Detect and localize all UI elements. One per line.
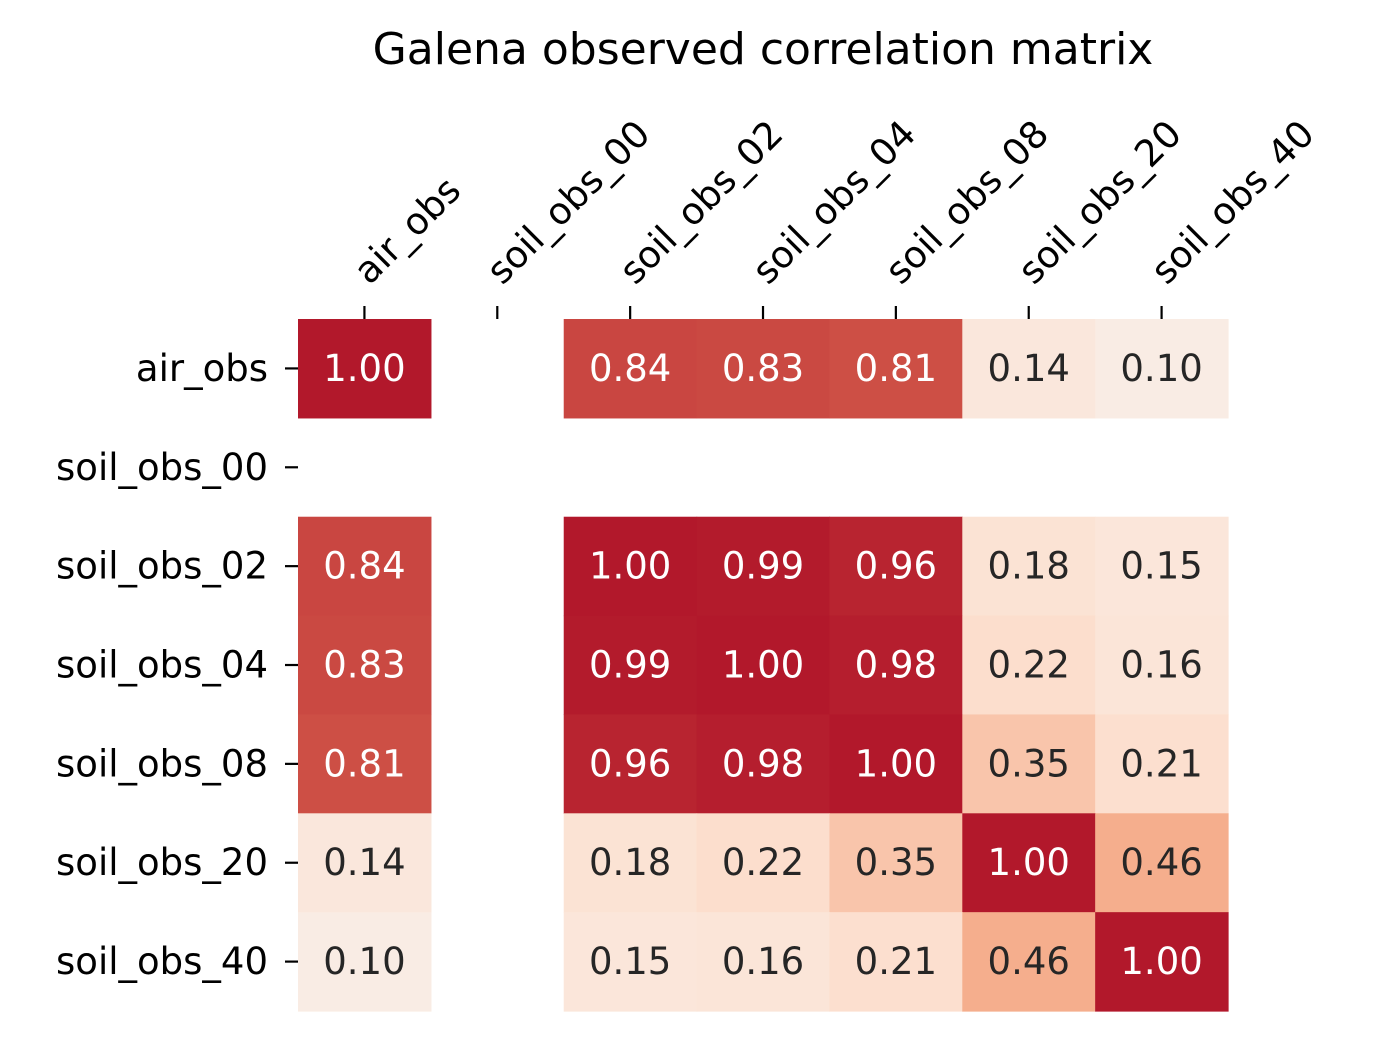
cell-value-label: 0.15 xyxy=(1120,545,1202,588)
heatmap-cell xyxy=(696,319,831,419)
y-tick-label: soil_obs_00 xyxy=(56,446,268,489)
cell-value-label: 1.00 xyxy=(1120,940,1202,983)
heatmap-cell xyxy=(563,516,698,617)
y-tick-label: soil_obs_40 xyxy=(56,940,268,983)
heatmap-cell xyxy=(696,813,831,913)
cell-value-label: 0.21 xyxy=(855,940,937,983)
heatmap-cell xyxy=(563,714,698,814)
y-tick-label: air_obs xyxy=(136,347,268,390)
cell-value-label: 0.84 xyxy=(589,347,671,390)
cell-value-label: 1.00 xyxy=(855,742,937,785)
y-tick-label: soil_obs_02 xyxy=(56,545,268,588)
y-tick-label: soil_obs_08 xyxy=(56,742,268,785)
cell-value-label: 0.16 xyxy=(1120,644,1202,687)
cell-value-label: 0.83 xyxy=(722,347,804,390)
cell-value-label: 0.21 xyxy=(1120,742,1202,785)
cell-value-label: 0.99 xyxy=(722,545,804,588)
heatmap-cell xyxy=(1095,813,1229,913)
cell-value-label: 0.99 xyxy=(589,644,671,687)
cell-value-label: 0.18 xyxy=(988,545,1070,588)
cell-value-label: 0.81 xyxy=(323,742,405,785)
heatmap-cell xyxy=(696,516,831,617)
cell-value-label: 1.00 xyxy=(722,644,804,687)
cell-value-label: 0.81 xyxy=(855,347,937,390)
heatmap-cell xyxy=(563,813,698,913)
cell-value-label: 0.22 xyxy=(988,644,1070,687)
cell-value-label: 0.35 xyxy=(988,742,1070,785)
heatmap-cell xyxy=(829,615,963,716)
heatmap-cell xyxy=(962,615,1096,716)
heatmap-cell xyxy=(829,714,963,814)
cell-value-label: 0.96 xyxy=(855,545,937,588)
cell-value-label: 0.84 xyxy=(323,545,405,588)
cell-value-label: 0.46 xyxy=(1120,841,1202,884)
heatmap-cell xyxy=(1095,516,1229,617)
heatmap-cell xyxy=(696,912,831,1012)
cell-value-label: 1.00 xyxy=(589,545,671,588)
heatmap-cell xyxy=(1095,615,1229,716)
x-tick-label: air_obs xyxy=(345,169,469,293)
cell-value-label: 0.46 xyxy=(988,940,1070,983)
cell-value-label: 0.83 xyxy=(323,644,405,687)
cell-value-label: 0.15 xyxy=(589,940,671,983)
cell-value-label: 1.00 xyxy=(323,347,405,390)
cell-value-label: 0.96 xyxy=(589,742,671,785)
heatmap-cell xyxy=(829,319,963,419)
cell-value-label: 0.14 xyxy=(323,841,405,884)
heatmap-cell xyxy=(298,615,432,716)
cell-value-label: 0.22 xyxy=(722,841,804,884)
heatmap-cell xyxy=(298,813,432,913)
cell-value-label: 0.10 xyxy=(1120,347,1202,390)
heatmap-cell xyxy=(696,714,831,814)
heatmap-cell xyxy=(298,714,432,814)
heatmap-cell xyxy=(962,813,1096,913)
heatmap-cell xyxy=(563,615,698,716)
heatmap-cell xyxy=(829,912,963,1012)
cell-value-label: 0.98 xyxy=(855,644,937,687)
chart-title: Galena observed correlation matrix xyxy=(372,24,1154,75)
cell-value-label: 0.14 xyxy=(988,347,1070,390)
cell-value-label: 0.35 xyxy=(855,841,937,884)
heatmap-cell xyxy=(829,516,963,617)
cell-value-label: 0.16 xyxy=(722,940,804,983)
cell-value-label: 0.18 xyxy=(589,841,671,884)
heatmap-cell xyxy=(1095,714,1229,814)
y-tick-label: soil_obs_04 xyxy=(56,644,268,687)
heatmap-cell xyxy=(696,615,831,716)
heatmap-cell xyxy=(962,516,1096,617)
cell-value-label: 1.00 xyxy=(988,841,1070,884)
heatmap-cell xyxy=(563,912,698,1012)
cell-value-label: 0.10 xyxy=(323,940,405,983)
heatmap-cell xyxy=(298,319,432,419)
heatmap-cell xyxy=(298,516,432,617)
heatmap-cell xyxy=(962,319,1096,419)
cell-value-label: 0.98 xyxy=(722,742,804,785)
heatmap-cell xyxy=(298,912,432,1012)
y-tick-label: soil_obs_20 xyxy=(56,841,268,884)
heatmap-cell xyxy=(1095,319,1229,419)
heatmap-cell xyxy=(1095,912,1229,1012)
heatmap-cell xyxy=(829,813,963,913)
heatmap-cell xyxy=(563,319,698,419)
heatmap-cell xyxy=(962,912,1096,1012)
heatmap-cell xyxy=(962,714,1096,814)
